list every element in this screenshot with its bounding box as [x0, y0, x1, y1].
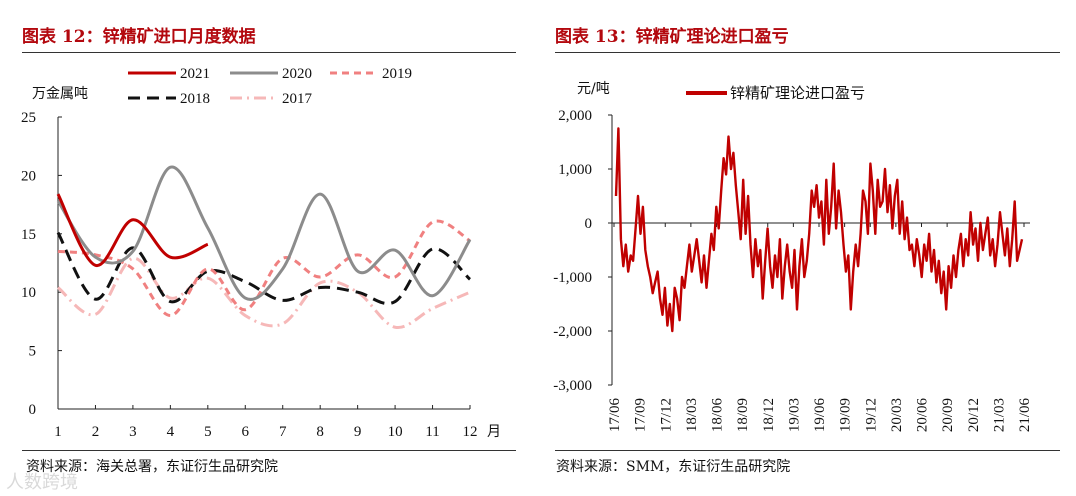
left-y-tick-label: 5 [29, 344, 37, 360]
right-x-tick-label: 19/03 [786, 398, 802, 432]
series-line-import-profit [614, 127, 1024, 333]
right-x-tick-label: 18/09 [735, 398, 751, 432]
right-x-tick-label: 19/06 [812, 398, 828, 433]
right-x-tick-label: 19/09 [838, 398, 854, 432]
left-x-tick-label: 2 [92, 424, 100, 440]
right-y-tick-label: 2,000 [558, 108, 592, 124]
right-x-tick-label: 20/03 [889, 398, 905, 432]
right-y-tick-label: -2,000 [553, 324, 592, 340]
right-y-tick-label: 1,000 [558, 162, 592, 178]
right-x-tick-label: 20/06 [915, 398, 931, 433]
left-x-tick-label: 7 [279, 424, 287, 440]
left-x-tick-label: 1 [54, 424, 62, 440]
left-x-tick-label: 5 [204, 424, 212, 440]
right-x-tick-label: 18/12 [761, 398, 777, 432]
right-x-tick-label: 17/09 [633, 398, 649, 432]
right-x-tick-label: 21/06 [1017, 398, 1033, 433]
right-x-tick-label: 19/12 [863, 398, 879, 432]
left-x-tick-label: 10 [388, 424, 403, 440]
legend-label-2018: 2018 [180, 91, 210, 107]
right-x-tick-label: 18/03 [684, 398, 700, 432]
left-x-tick-label: 3 [129, 424, 137, 440]
right-y-tick-label: -3,000 [553, 378, 592, 394]
left-x-tick-label: 12 [463, 424, 478, 440]
right-title-rule [555, 52, 1060, 53]
right-source-note: 资料来源：SMM，东证衍生品研究院 [556, 459, 791, 475]
legend-label-2017: 2017 [282, 91, 313, 107]
left-y-axis-label: 万金属吨 [32, 86, 88, 102]
left-x-tick-label: 9 [354, 424, 362, 440]
left-y-tick-label: 10 [21, 285, 36, 301]
right-y-tick-label: 0 [585, 216, 593, 232]
left-y-tick-label: 15 [21, 227, 36, 243]
left-x-tick-label: 6 [242, 424, 250, 440]
left-y-tick-label: 20 [21, 168, 36, 184]
series-line-2020 [56, 165, 472, 301]
series-line-2021 [56, 193, 209, 267]
left-source-note: 资料来源：海关总署，东证衍生品研究院 [26, 459, 278, 475]
legend-label-2020: 2020 [282, 66, 312, 82]
series-line-2019 [57, 219, 471, 318]
right-x-tick-label: 17/12 [658, 398, 674, 432]
left-x-tick-label: 8 [316, 424, 324, 440]
left-x-axis-label: 月 [487, 424, 501, 440]
legend-label-2019: 2019 [382, 66, 412, 82]
right-source-rule [555, 450, 1060, 451]
watermark-text: 人数跨境 [6, 472, 78, 493]
right-figure-title: 图表 13：锌精矿理论进口盈亏 [555, 27, 789, 47]
right-y-tick-label: -1,000 [553, 270, 592, 286]
left-x-tick-label: 4 [167, 424, 175, 440]
right-y-axis-label: 元/吨 [577, 81, 610, 97]
right-x-tick-label: 18/06 [710, 398, 726, 433]
series-line-2017 [57, 256, 471, 329]
left-y-tick-label: 25 [21, 110, 36, 126]
left-title-rule [22, 52, 516, 53]
left-x-tick-label: 11 [425, 424, 439, 440]
right-x-tick-label: 20/09 [940, 398, 956, 432]
right-x-tick-label: 17/06 [607, 398, 623, 433]
legend-label-2021: 2021 [180, 66, 210, 82]
right-x-tick-label: 20/12 [966, 398, 982, 432]
left-source-rule [22, 450, 516, 451]
left-y-tick-label: 0 [29, 402, 37, 418]
right-x-tick-label: 21/03 [991, 398, 1007, 432]
right-legend-label: 锌精矿理论进口盈亏 [730, 84, 865, 102]
left-figure-title: 图表 12：锌精矿进口月度数据 [22, 27, 256, 47]
